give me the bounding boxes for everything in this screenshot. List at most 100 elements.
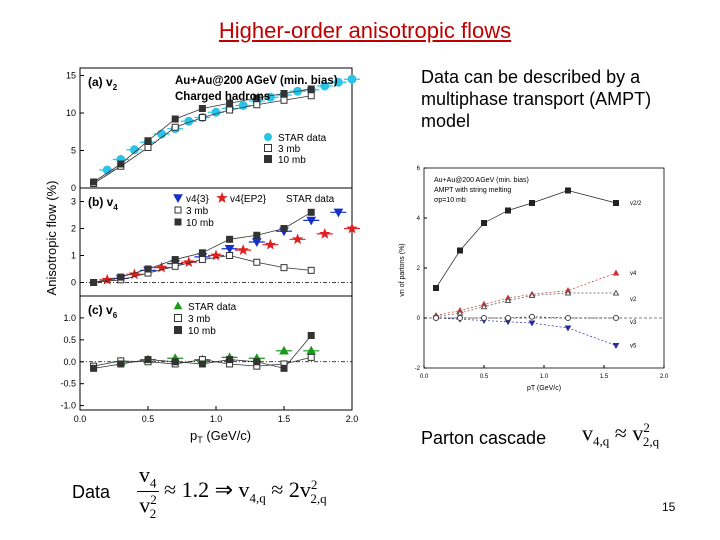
- x-axis-label-rest: (GeV/c): [203, 428, 251, 443]
- data-point: [117, 273, 125, 281]
- curve-label: v2/2: [630, 201, 642, 207]
- legend-label: 10 mb: [188, 326, 216, 337]
- data-point: [505, 315, 511, 321]
- legend-label: 3 mb: [278, 144, 301, 155]
- data-point: [226, 252, 234, 259]
- y-tick-label: 5: [71, 146, 76, 156]
- series-10-mb: [90, 85, 315, 186]
- data-point: [171, 358, 179, 366]
- data-equation: v4 v22 ≈ 1.2 ⇒ v4,q ≈ 2v22,q: [137, 462, 327, 522]
- data-point: [226, 99, 234, 107]
- data-point: [291, 233, 304, 245]
- data-point: [613, 315, 619, 321]
- data-point: [307, 331, 315, 339]
- data-point: [144, 137, 152, 145]
- panel-label: (c) v6: [88, 303, 118, 320]
- y-tick-label: 0.0: [63, 357, 76, 367]
- y-tick-label: -2: [415, 366, 421, 372]
- slide-title: Higher-order anisotropic flows: [218, 18, 512, 43]
- y-tick-label: 0: [417, 316, 421, 322]
- data-point: [307, 92, 315, 100]
- data-point: [612, 269, 620, 276]
- panel-label: (b) v4: [88, 195, 118, 212]
- data-point: [481, 220, 487, 226]
- data-point: [307, 266, 315, 274]
- curve-label: v3: [630, 320, 637, 326]
- y-tick-label: 15: [66, 71, 76, 81]
- data-point: [117, 160, 125, 168]
- series-10-mb: [90, 331, 315, 372]
- series-star-data: [112, 345, 320, 366]
- data-point: [101, 273, 113, 285]
- data-point: [564, 325, 572, 332]
- data-point: [346, 222, 358, 234]
- data-point: [564, 289, 572, 296]
- data-point: [198, 114, 206, 121]
- x-tick-label: 0.0: [74, 414, 87, 424]
- legend-marker: [264, 133, 272, 141]
- legend-marker: [264, 144, 272, 152]
- annotation: Au+Au@200 AGeV (min. bias): [434, 177, 529, 184]
- data-point: [226, 106, 234, 114]
- legend-label: STAR data: [188, 302, 237, 313]
- legend-label: STAR data: [286, 194, 335, 205]
- data-point: [198, 249, 206, 257]
- panel-label-sub: 6: [113, 311, 118, 320]
- annotation: Charged hadrons: [175, 91, 270, 103]
- series-line: [435, 272, 617, 316]
- data-point: [306, 216, 317, 226]
- ampt-description: Data can be described by a multiphase tr…: [421, 67, 652, 131]
- data-point: [171, 256, 179, 264]
- y-tick-label: 0.5: [63, 335, 76, 345]
- x-tick-label: 1.0: [540, 374, 549, 380]
- x-tick-label: 1.5: [278, 414, 291, 424]
- series-line: [435, 292, 616, 318]
- curve-label: v4: [630, 271, 637, 277]
- x-tick-label: 2.0: [660, 374, 669, 380]
- data-point: [198, 105, 206, 112]
- data-point: [280, 364, 288, 372]
- legend-marker: [264, 155, 272, 163]
- data-point: [226, 356, 234, 364]
- data-point: [320, 81, 330, 91]
- legend-label: v4{EP2}: [230, 194, 267, 205]
- legend-marker: [174, 326, 182, 334]
- annotation: Au+Au@200 AGeV (min. bias): [175, 75, 338, 87]
- data-point: [171, 123, 179, 131]
- data-point: [183, 256, 195, 268]
- data-point: [90, 279, 98, 286]
- data-point: [251, 238, 262, 248]
- data-point: [280, 96, 288, 104]
- data-point: [171, 115, 179, 123]
- series-line: [435, 190, 617, 289]
- page-number: 15: [662, 500, 676, 514]
- data-point: [90, 178, 98, 186]
- legend-marker: [216, 192, 228, 203]
- data-point: [504, 296, 512, 303]
- data-point: [307, 85, 315, 93]
- data-point: [333, 77, 343, 87]
- data-point: [480, 303, 488, 310]
- ampt-series-4: [433, 313, 619, 321]
- x-tick-label: 0.5: [480, 374, 489, 380]
- y-tick-label: 4: [417, 216, 421, 222]
- data-point: [529, 200, 535, 206]
- annotation: σp=10 mb: [434, 197, 466, 204]
- panel-label-sub: 2: [113, 83, 118, 92]
- legend-marker: [173, 301, 183, 310]
- data-point: [433, 285, 439, 291]
- data-point: [171, 262, 179, 270]
- data-point: [433, 315, 439, 321]
- data-point: [264, 238, 277, 250]
- y-axis-label: Anisotropic flow (%): [44, 181, 59, 296]
- data-point: [211, 107, 221, 117]
- y-tick-label: 2: [417, 266, 421, 272]
- data-point: [253, 101, 261, 109]
- data-point: [333, 208, 344, 218]
- data-point: [129, 145, 139, 155]
- data-point: [612, 289, 620, 296]
- parton-cascade-label: Parton cascade: [421, 428, 547, 448]
- x-axis-label: pT (GeV/c): [190, 428, 251, 445]
